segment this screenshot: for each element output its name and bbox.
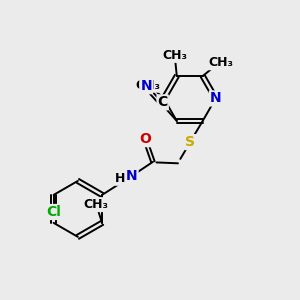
Text: CH₃: CH₃: [135, 79, 160, 92]
Text: H: H: [116, 172, 126, 185]
Text: N: N: [126, 169, 138, 183]
Text: Cl: Cl: [46, 205, 61, 219]
Text: N: N: [140, 79, 152, 93]
Text: N: N: [210, 92, 221, 106]
Text: S: S: [185, 135, 195, 149]
Text: CH₃: CH₃: [84, 198, 109, 211]
Text: CH₃: CH₃: [163, 49, 188, 62]
Text: C: C: [158, 95, 168, 110]
Text: O: O: [140, 132, 152, 146]
Text: CH₃: CH₃: [209, 56, 234, 69]
